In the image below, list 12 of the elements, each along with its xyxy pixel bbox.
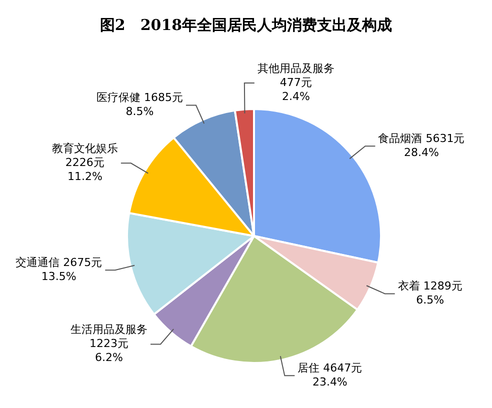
chart-title: 图2 2018年全国居民人均消费支出及构成 — [98, 15, 394, 36]
data-label: 477元 2.4% — [280, 76, 312, 103]
slice-label: 食品烟酒 5631元 28.4% — [378, 132, 465, 159]
slice-label: 医疗保健 1685元 8.5% — [96, 91, 184, 118]
slice-label: 衣着 1289元 6.5% — [398, 280, 462, 307]
data-label: 2226元 11.2% — [65, 156, 104, 184]
slice-label: 居住 4647元 23.4% — [298, 362, 362, 389]
slice-label: 生活用品及服务 — [70, 323, 148, 336]
slice-label: 教育文化娱乐 — [52, 142, 118, 156]
slice-label: 其他用品及服务 — [257, 62, 334, 75]
data-label: 1223元 6.2% — [89, 337, 128, 364]
slice-label: 交通通信 2675元 13.5% — [16, 256, 102, 284]
